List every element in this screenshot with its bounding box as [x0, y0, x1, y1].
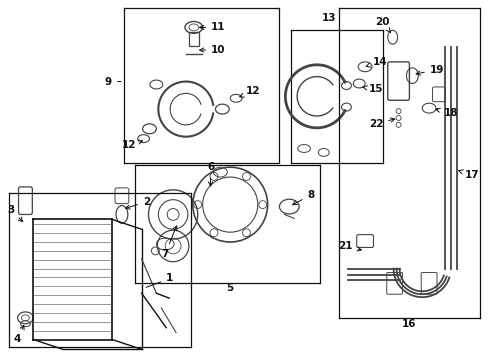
Text: 3: 3 [7, 204, 22, 221]
Text: 11: 11 [199, 22, 225, 32]
Text: 20: 20 [375, 18, 390, 32]
Text: 22: 22 [368, 118, 394, 129]
Text: 21: 21 [338, 241, 361, 251]
Text: 18: 18 [435, 108, 457, 118]
Text: 8: 8 [292, 190, 314, 205]
Text: 12: 12 [122, 140, 142, 149]
Text: 9: 9 [105, 77, 121, 86]
Text: 13: 13 [321, 13, 335, 23]
Text: 7: 7 [161, 226, 177, 259]
Text: 16: 16 [401, 319, 416, 329]
Text: 1: 1 [146, 274, 173, 287]
Text: 2: 2 [125, 197, 150, 209]
Text: 6: 6 [206, 162, 214, 186]
Text: 15: 15 [362, 84, 383, 94]
Text: 5: 5 [226, 283, 233, 293]
Bar [188, 32, 198, 46]
Text: 12: 12 [239, 86, 260, 97]
Text: 10: 10 [199, 45, 225, 55]
Text: 14: 14 [366, 57, 386, 67]
Text: 19: 19 [415, 65, 443, 75]
Text: 4: 4 [14, 325, 24, 345]
Text: 17: 17 [458, 170, 479, 180]
